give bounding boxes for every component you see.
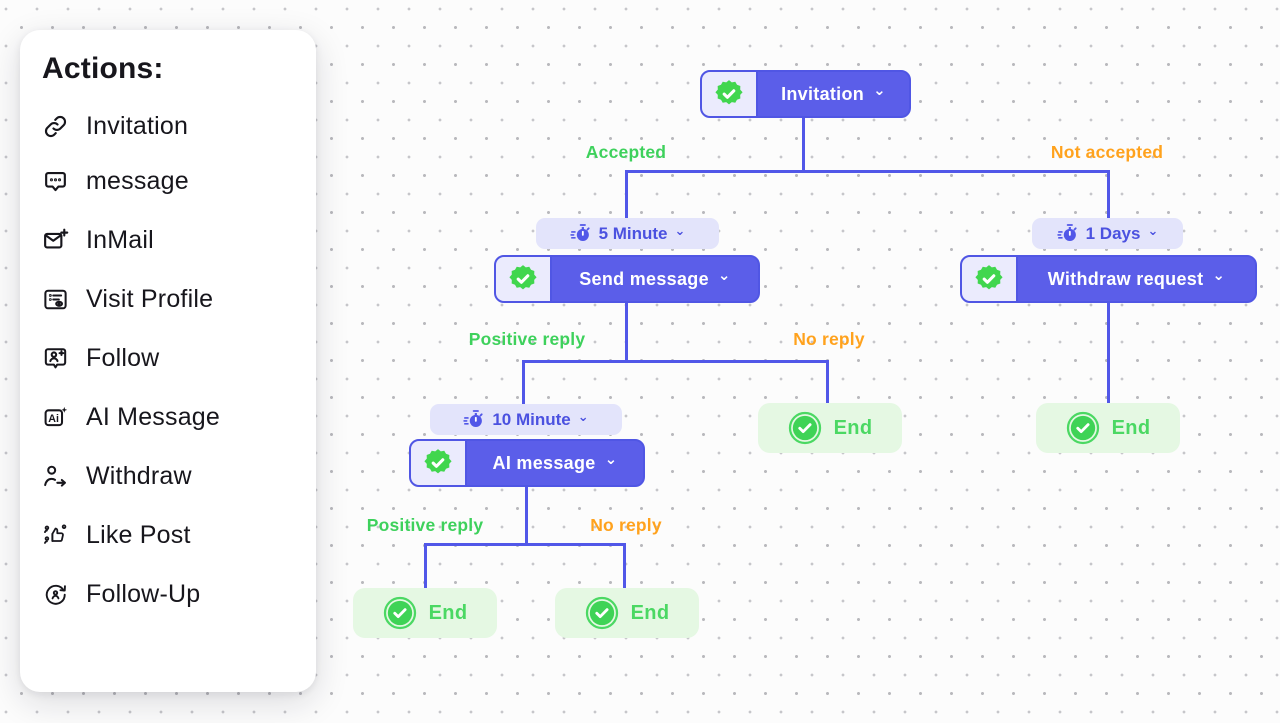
- node-end[interactable]: End: [353, 588, 497, 638]
- thumbs-up-people-icon: [42, 522, 69, 549]
- node-withdraw-request[interactable]: Withdraw request ⌄: [960, 255, 1257, 303]
- panel-title: Actions:: [42, 52, 164, 85]
- person-arrow-out-icon: [42, 463, 69, 490]
- delay-chip-10-minute[interactable]: 10 Minute ⌄: [430, 404, 622, 435]
- action-item-message[interactable]: message: [42, 163, 296, 199]
- action-label: Follow: [86, 343, 160, 372]
- action-item-ai-message[interactable]: Ai AI Message: [42, 399, 296, 435]
- action-item-visit-profile[interactable]: Visit Profile: [42, 281, 296, 317]
- edge-label-not-accepted: Not accepted: [1050, 142, 1164, 162]
- action-label: Like Post: [86, 520, 191, 549]
- node-label: Withdraw request: [1047, 268, 1204, 289]
- delay-chip-5-minute[interactable]: 5 Minute ⌄: [536, 218, 719, 249]
- end-label: End: [1111, 416, 1151, 439]
- person-refresh-icon: [42, 581, 69, 608]
- delay-label: 5 Minute: [598, 223, 668, 243]
- action-label: Invitation: [86, 111, 189, 140]
- action-label: Withdraw: [86, 461, 192, 490]
- edge-label-no-reply: No reply: [793, 329, 865, 349]
- link-icon: [42, 113, 69, 140]
- chevron-down-icon: ⌄: [717, 267, 731, 284]
- verified-badge-icon: [962, 257, 1018, 301]
- action-label: Follow-Up: [86, 579, 201, 608]
- node-label: Invitation: [781, 83, 865, 104]
- verified-badge-icon: [411, 441, 467, 485]
- circle-check-icon: [585, 596, 619, 630]
- node-invitation[interactable]: Invitation ⌄: [700, 70, 911, 118]
- action-label: message: [86, 166, 189, 195]
- actions-panel: Actions: Invitation message InMail Visit…: [20, 30, 316, 692]
- chevron-down-icon: ⌄: [1147, 222, 1159, 238]
- stopwatch-icon: [1056, 223, 1079, 245]
- circle-check-icon: [1066, 411, 1100, 445]
- edge-label-no-reply: No reply: [590, 515, 662, 535]
- action-label: AI Message: [86, 402, 221, 431]
- delay-chip-1-days[interactable]: 1 Days ⌄: [1032, 218, 1183, 249]
- circle-check-icon: [788, 411, 822, 445]
- chat-bubble-icon: [42, 168, 69, 195]
- verified-badge-icon: [702, 72, 758, 116]
- circle-check-icon: [383, 596, 417, 630]
- action-item-invitation[interactable]: Invitation: [42, 108, 296, 144]
- action-item-withdraw[interactable]: Withdraw: [42, 458, 296, 494]
- profile-card-eye-icon: [42, 286, 69, 313]
- node-end[interactable]: End: [1036, 403, 1180, 453]
- action-list: Invitation message InMail Visit Profile …: [42, 108, 296, 635]
- action-item-follow-up[interactable]: Follow-Up: [42, 576, 296, 612]
- action-label: InMail: [86, 225, 154, 254]
- chevron-down-icon: ⌄: [604, 451, 618, 468]
- edge-label-positive-reply: Positive reply: [366, 515, 484, 535]
- node-end[interactable]: End: [555, 588, 699, 638]
- action-item-like-post[interactable]: Like Post: [42, 517, 296, 553]
- edge-label-accepted: Accepted: [585, 142, 667, 162]
- action-item-follow[interactable]: Follow: [42, 340, 296, 376]
- chevron-down-icon: ⌄: [577, 408, 589, 424]
- verified-badge-icon: [496, 257, 552, 301]
- svg-text:Ai: Ai: [48, 412, 59, 424]
- end-label: End: [428, 601, 468, 624]
- action-label: Visit Profile: [86, 284, 214, 313]
- node-label: AI message: [492, 452, 596, 473]
- ai-sparkle-icon: Ai: [42, 404, 69, 431]
- node-end[interactable]: End: [758, 403, 902, 453]
- end-label: End: [833, 416, 873, 439]
- stopwatch-icon: [569, 223, 592, 245]
- node-label: Send message: [579, 268, 709, 289]
- follow-person-plus-icon: [42, 345, 69, 372]
- edge-label-positive-reply: Positive reply: [468, 329, 586, 349]
- chevron-down-icon: ⌄: [873, 82, 886, 99]
- node-ai-message[interactable]: AI message ⌄: [409, 439, 645, 487]
- chevron-down-icon: ⌄: [674, 222, 686, 238]
- mail-plus-icon: [42, 227, 69, 254]
- stopwatch-icon: [463, 409, 485, 431]
- end-label: End: [630, 601, 670, 624]
- node-send-message[interactable]: Send message ⌄: [494, 255, 760, 303]
- delay-label: 1 Days: [1085, 223, 1141, 243]
- chevron-down-icon: ⌄: [1212, 267, 1226, 284]
- delay-label: 10 Minute: [492, 409, 571, 429]
- action-item-inmail[interactable]: InMail: [42, 222, 296, 258]
